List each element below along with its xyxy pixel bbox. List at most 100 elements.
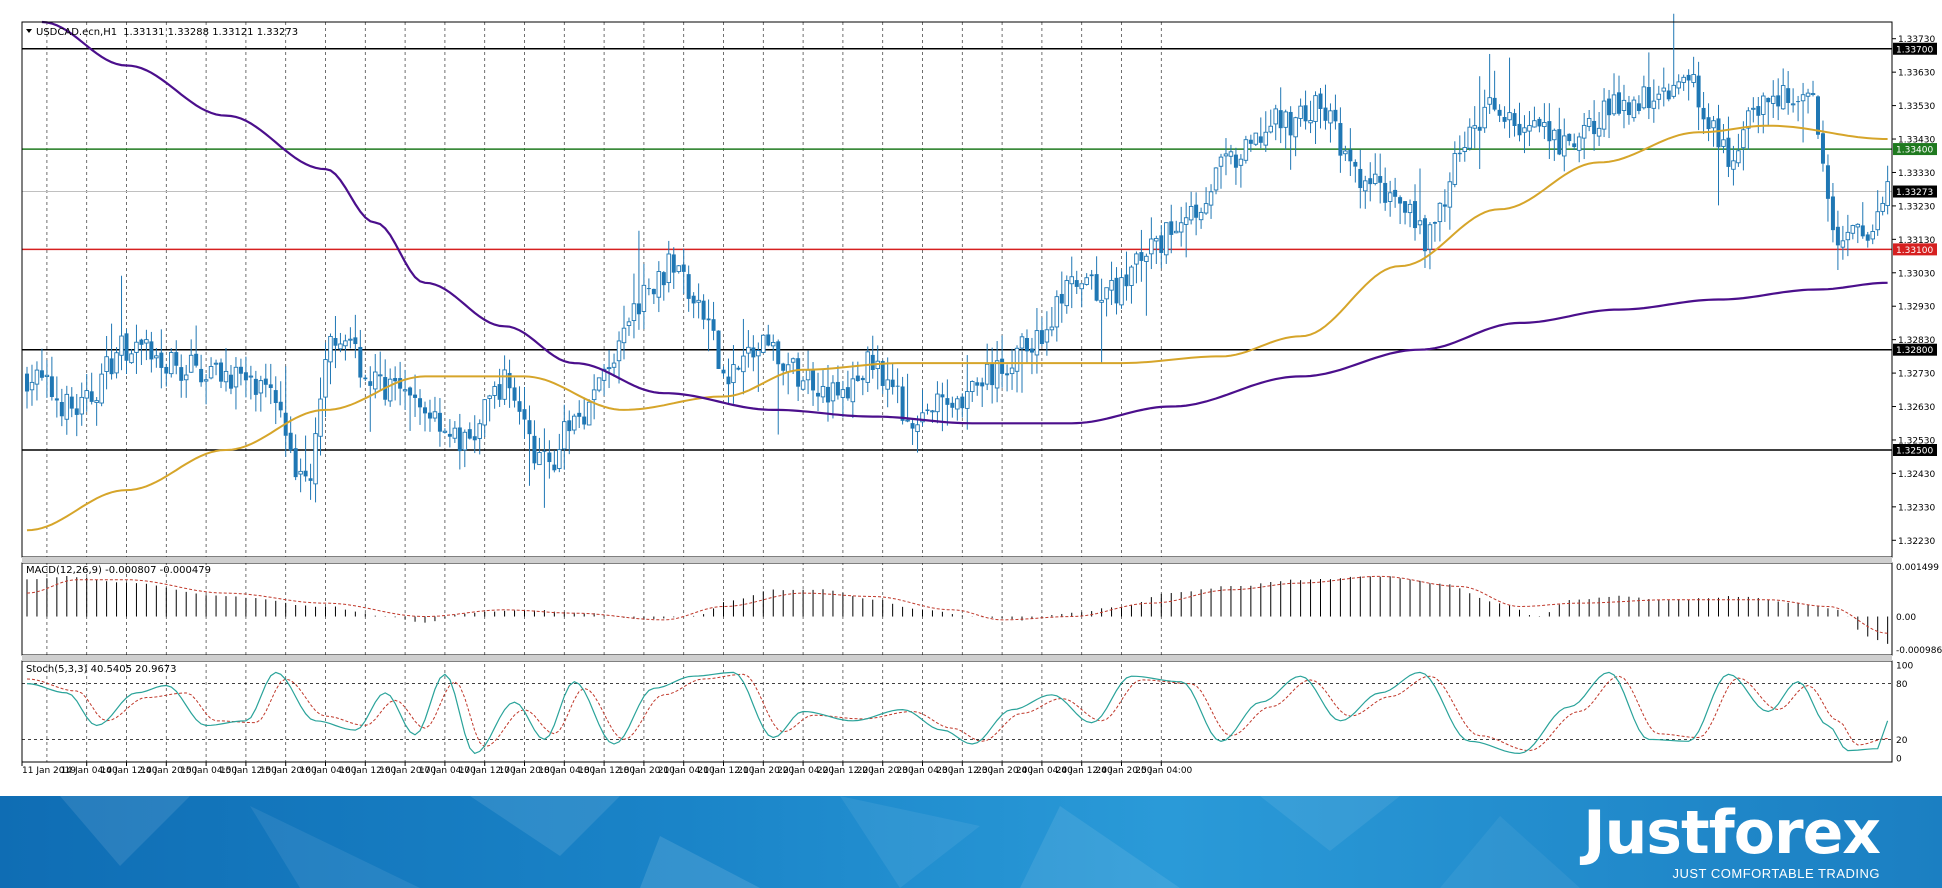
candle-body-down <box>1617 92 1621 114</box>
candle-body-down <box>1646 87 1651 109</box>
candle <box>1403 201 1408 225</box>
candle-body-up <box>1144 255 1149 262</box>
candle-body-down <box>1512 113 1517 126</box>
candle <box>825 365 830 422</box>
candle <box>223 348 229 392</box>
candle <box>731 345 736 404</box>
candle-body-up <box>1870 231 1875 240</box>
candle <box>268 363 273 405</box>
trading-chart: 1.33700 1.33400 1.33273 1.33100 1.32800 1.325… <box>21 13 1942 776</box>
candle <box>577 400 582 429</box>
candle-body-up <box>790 358 796 363</box>
price-tick-label: 1.32330 <box>1898 503 1935 513</box>
candle-body-down <box>1796 101 1801 103</box>
candle <box>423 401 427 432</box>
candle-body-up <box>591 389 597 401</box>
candle <box>149 331 154 373</box>
candle <box>970 380 975 402</box>
candle-body-up <box>1596 127 1602 137</box>
candle-body-up <box>970 381 975 393</box>
candle-body-up <box>502 369 507 400</box>
candle-body-up <box>1875 211 1880 231</box>
candle-body-down <box>199 368 204 383</box>
time-tick-label: 14 Jan 04:00 <box>61 766 118 776</box>
candle <box>89 372 94 405</box>
candle <box>1372 153 1378 186</box>
candle <box>1601 88 1607 138</box>
candle <box>25 366 29 409</box>
candle-body-up <box>1372 173 1378 184</box>
collapse-arrow-icon[interactable] <box>26 29 32 33</box>
candle <box>1194 192 1199 236</box>
candle-body-up <box>1487 97 1492 105</box>
candle <box>169 348 174 378</box>
candle-body-up <box>850 378 856 403</box>
candle-body-up <box>323 359 328 398</box>
candle <box>1547 103 1552 160</box>
candle <box>1840 225 1846 260</box>
candle-body-up <box>223 370 229 383</box>
stoch-tick-label: 80 <box>1896 680 1908 690</box>
justforex-logo[interactable]: Justforex <box>1583 798 1881 868</box>
candle-body-up <box>114 352 119 374</box>
candle-body-up <box>731 364 736 384</box>
candle <box>1218 153 1224 189</box>
candle <box>497 368 502 407</box>
candle-body-down <box>1278 110 1283 129</box>
candle-body-up <box>1507 112 1512 121</box>
candle <box>1094 256 1099 302</box>
candle <box>442 428 448 434</box>
candle-body-up <box>1328 110 1333 124</box>
candle-body-down <box>333 338 338 346</box>
candle-body-up <box>462 431 468 451</box>
candle-body-up <box>1611 94 1617 115</box>
candle <box>935 381 940 424</box>
candle-body-down <box>1477 126 1482 131</box>
candle <box>646 278 651 296</box>
candle-body-down <box>1318 93 1323 109</box>
candle-body-up <box>611 362 617 368</box>
candle <box>1368 162 1373 202</box>
time-tick-label: 23 Jan 12:00 <box>936 766 993 776</box>
candle-body-down <box>811 370 816 391</box>
candle-body-down <box>845 387 850 399</box>
candle-body-up <box>994 360 1000 389</box>
time-tick-label: 16 Jan 12:00 <box>339 766 396 776</box>
candle <box>1313 91 1318 145</box>
candle-body-up <box>1855 223 1861 228</box>
candle <box>1572 133 1577 151</box>
candle <box>1323 84 1328 130</box>
candle-body-down <box>1592 120 1597 135</box>
candle-body-up <box>1203 203 1209 214</box>
candle-body-down <box>393 378 398 382</box>
candle <box>761 334 766 354</box>
candle-body-down <box>368 381 373 386</box>
candle <box>955 395 960 421</box>
candle-body-up <box>492 386 497 396</box>
candle-body-down <box>1786 88 1791 103</box>
time-tick-label: 22 Jan 04:00 <box>777 766 834 776</box>
candle-body-up <box>1183 217 1189 225</box>
candle-body-down <box>950 402 955 408</box>
candle-body-down <box>398 378 403 389</box>
candle-body-down <box>1159 235 1164 253</box>
candle-body-down <box>139 339 144 345</box>
price-tick-label: 1.32830 <box>1898 336 1935 346</box>
price-panel <box>22 13 1892 532</box>
candle-body-down <box>1820 133 1825 164</box>
candle-body-up <box>169 352 174 375</box>
candle <box>582 397 587 430</box>
candle-body-down <box>1825 165 1830 199</box>
candle <box>1293 116 1298 157</box>
candle <box>59 388 64 427</box>
candle-body-down <box>194 353 199 366</box>
candle <box>1875 190 1880 236</box>
candle-body-up <box>1173 230 1179 234</box>
candle-body-up <box>935 393 940 413</box>
candle-body-up <box>1621 99 1627 111</box>
candle-body-up <box>477 423 482 439</box>
candle <box>437 398 442 447</box>
candle <box>1149 217 1154 270</box>
candle-body-up <box>805 369 811 381</box>
candle <box>905 373 910 423</box>
